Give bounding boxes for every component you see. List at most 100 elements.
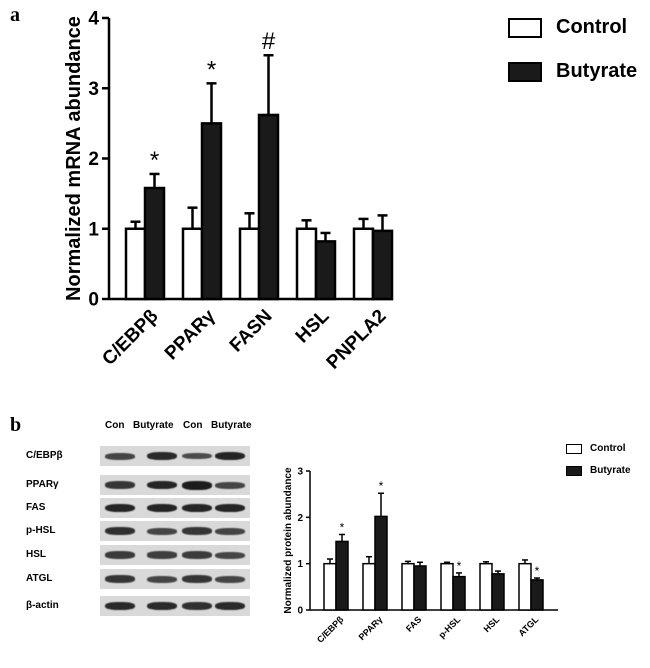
blot-band [182,551,212,559]
legend-a-control-label: Control [556,16,628,38]
blot-band [105,575,135,583]
legend-a-butyrate: Butyrate [508,60,637,83]
significance-mark: * [535,564,540,578]
bar-butyrate [143,186,166,301]
x-tick-label: PNPLA2 [323,306,391,374]
blot-row-label: β-actin [26,600,59,611]
blot-lane-label: Butyrate [211,420,252,431]
x-tick-label: ATGL [516,614,540,638]
x-tick-label: FAS [404,614,423,633]
blot-band [105,452,135,460]
blot-row-label: PPARγ [26,479,59,490]
bar-butyrate [530,579,544,611]
x-tick-label: PPARγ [161,305,220,364]
blot-band [147,551,177,559]
x-tick-label: C/EBPβ [315,614,346,645]
bar-control [479,562,493,611]
y-tick-label: 1 [88,219,99,240]
y-tick-label: 3 [88,79,99,100]
bar-butyrate [257,113,280,301]
bar-control [518,562,532,611]
significance-mark: * [340,520,345,534]
significance-mark: * [379,479,384,493]
blot-band [105,551,135,559]
blot-band [182,527,212,535]
blot-band [215,527,245,535]
blot-band [105,601,135,611]
legend-a-control: Control [508,16,627,39]
significance-mark: # [262,28,276,55]
legend-b-butyrate-label: Butyrate [590,465,631,476]
bar-control [238,227,261,301]
blot-band [215,575,245,583]
y-tick-label: 2 [88,149,99,170]
legend-b-control: Control [566,443,626,454]
significance-mark: * [457,559,462,573]
blot-lane-label: Con [183,420,203,431]
bar-butyrate [314,240,337,301]
y-tick-label: 4 [88,9,99,30]
blot-row-label: FAS [26,502,46,513]
y-axis-label: Normalized protein abundance [283,467,294,614]
blot-row-label: HSL [26,549,46,560]
blot-lane-label: Con [105,420,125,431]
blot-row-label: p-HSL [26,525,56,536]
bar-control [362,562,376,611]
bar-control [124,227,147,301]
blot-band [147,451,177,461]
blot-row-label: C/EBPβ [26,450,63,461]
bar-control [352,227,375,301]
y-tick-label: 0 [88,290,99,311]
blot-strip [100,596,250,616]
legend-b-butyrate-swatch [566,465,582,476]
blot-lane-label: Butyrate [133,420,174,431]
blot-strip [100,498,250,518]
x-tick-label: PPARγ [357,614,385,642]
legend-a-butyrate-swatch [508,61,542,82]
blot-band [215,451,245,461]
blot-band [182,452,212,460]
blot-band [147,503,177,513]
legend-b-control-label: Control [590,443,626,454]
legend-b-butyrate: Butyrate [566,465,631,476]
blot-strip [100,521,250,541]
bar-butyrate [491,573,505,611]
bar-control [181,227,204,301]
blot-band [215,481,245,489]
bar-butyrate [335,540,349,611]
y-axis-label: Normalized mRNA abundance [63,16,85,301]
blot-band [182,503,212,513]
bar-control [323,562,337,611]
panel-label-b: b [10,414,22,436]
blot-band [105,527,135,535]
blot-band [147,575,177,583]
bar-control [401,562,415,611]
blot-row-label: ATGL [26,573,53,584]
blot-band [215,503,245,513]
blot-strip [100,545,250,565]
bar-butyrate [200,122,223,301]
y-tick-label: 0 [297,606,303,617]
bar-butyrate [371,229,394,301]
blot-band [147,480,177,490]
blot-band [182,480,212,490]
blot-band [105,481,135,489]
bar-butyrate [452,575,466,611]
x-tick-label: FASN [226,306,277,357]
blot-strip [100,569,250,589]
x-tick-label: C/EBPβ [98,306,162,370]
legend-a-control-swatch [508,17,542,38]
blot-band [215,551,245,559]
x-tick-label: p-HSL [437,614,463,640]
blot-strip [100,446,250,466]
significance-mark: * [207,56,216,83]
bar-control [295,227,318,301]
x-tick-label: HSL [482,614,502,634]
blot-band [215,601,245,611]
x-tick-label: HSL [292,305,334,347]
bar-butyrate [374,515,388,611]
panel-label-a: a [10,4,20,26]
legend-a-butyrate-label: Butyrate [556,60,638,82]
blot-band [147,601,177,611]
